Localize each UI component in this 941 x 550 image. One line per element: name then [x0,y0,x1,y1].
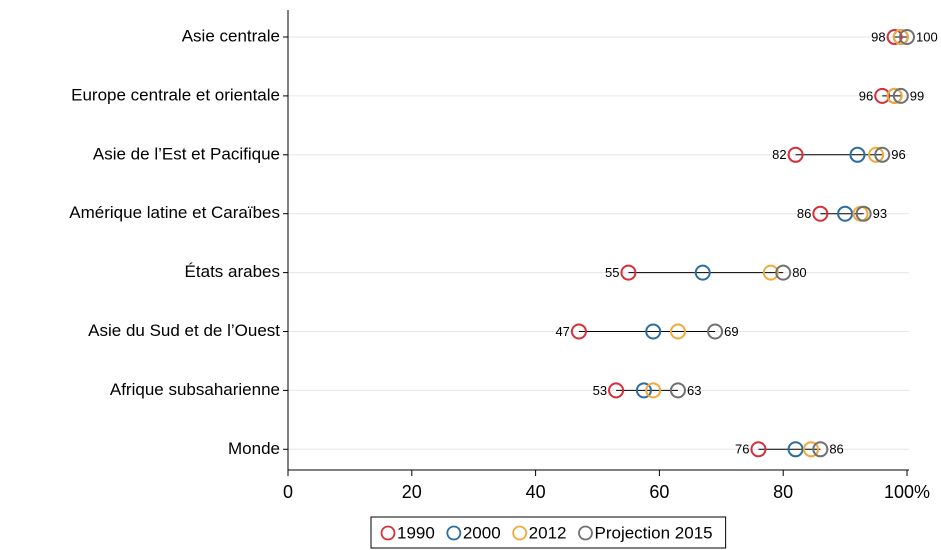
y-tick-label: Asie du Sud et de l’Ouest [88,321,280,340]
dot [762,264,779,281]
dot [874,87,891,104]
data-label: 47 [555,324,569,339]
data-label: 100 [916,29,938,44]
x-tick-label: 20 [402,482,422,502]
legend-marker [578,525,593,541]
y-tick-label: Amérique latine et Caraïbes [69,203,280,222]
dot [620,264,637,281]
dot [886,87,903,104]
legend-label: 2000 [463,523,501,542]
data-label: 63 [687,383,701,398]
x-tick-label: 0 [283,482,293,502]
x-tick-label: 60 [649,482,669,502]
legend-marker [446,525,462,541]
dot [669,382,686,399]
dot [635,382,652,399]
dot [787,146,804,163]
dot [892,29,909,45]
data-label: 99 [910,88,924,103]
dot [707,323,724,340]
dot [803,441,820,458]
dot [849,146,866,163]
dot [886,29,903,45]
legend-box [370,516,727,549]
data-label: 82 [772,147,786,162]
x-tick-label: 80 [773,482,793,502]
y-tick-label: Asie de l’Est et Pacifique [93,144,280,163]
data-label: 96 [891,147,905,162]
legend-label: 2012 [529,523,567,542]
data-label: 53 [593,383,607,398]
data-label: 55 [605,265,619,280]
dot [570,323,587,340]
legend-label: Projection 2015 [594,523,712,542]
dot [669,323,686,340]
data-label: 96 [859,88,873,103]
data-label: 98 [871,29,885,44]
dot [608,382,625,399]
dot [855,205,872,222]
y-tick-label: Afrique subsaharienne [110,380,280,399]
x-tick-label: 100% [884,482,930,502]
dot [750,441,767,458]
x-tick-label: 40 [526,482,546,502]
dot [645,323,662,340]
legend-marker [512,525,528,541]
dot [892,87,909,104]
dot [874,146,891,163]
dot [775,264,792,281]
legend-label: 1990 [397,523,435,542]
y-tick-label: États arabes [185,262,280,281]
data-label: 69 [724,324,738,339]
legend-marker [380,525,396,541]
dot [899,29,915,45]
data-label: 93 [873,206,887,221]
data-label: 86 [797,206,811,221]
dot [694,264,711,281]
dot [868,146,885,163]
y-tick-label: Europe centrale et orientale [71,85,280,104]
data-label: 80 [792,265,806,280]
dot [837,205,854,222]
y-tick-label: Asie centrale [182,26,280,45]
dot [812,441,829,458]
data-label: 86 [829,442,843,457]
dot [812,205,829,222]
dot [787,441,804,458]
dot [645,382,662,399]
y-tick-label: Monde [228,439,280,458]
data-label: 76 [735,442,749,457]
legend: 1990 2000 2012 Projection 2015 [370,516,727,549]
